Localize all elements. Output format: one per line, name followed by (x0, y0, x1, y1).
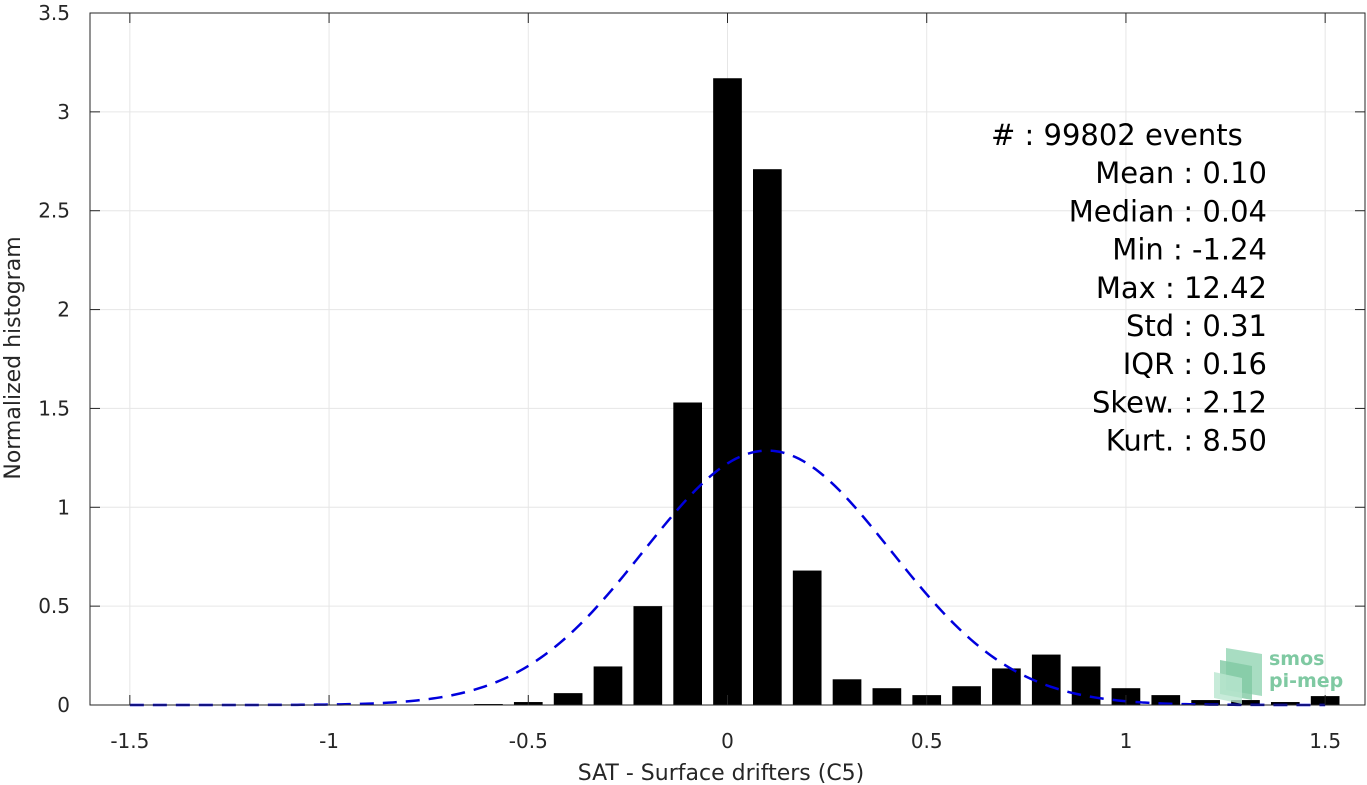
stat-line: Median : 0.04 (1069, 194, 1267, 228)
y-tick-labels: 0 0.5 1 1.5 2 2.5 3 3.5 (38, 1, 70, 717)
y-tick-label: 2 (57, 298, 70, 322)
stat-line: IQR : 0.16 (1123, 347, 1267, 381)
histogram-bar (792, 570, 822, 705)
y-tick-label: 0.5 (38, 594, 70, 618)
stat-line: Mean : 0.10 (1095, 156, 1267, 190)
histogram-bar (1031, 654, 1061, 705)
histogram-bar (633, 606, 663, 705)
logo-text-pi-mep: pi-mep (1269, 670, 1343, 692)
smos-pi-mep-logo: smos pi-mep (1214, 648, 1343, 704)
x-axis-label: SAT - Surface drifters (C5) (578, 761, 865, 785)
y-axis-label: Normalized histogram (1, 236, 26, 479)
axis-ticks (90, 12, 1365, 706)
x-tick-label: -1.5 (110, 729, 149, 753)
y-tick-label: 2.5 (38, 199, 70, 223)
stat-line: Skew. : 2.12 (1092, 385, 1267, 419)
y-tick-label: 1 (57, 495, 70, 519)
histogram-bar (753, 169, 782, 706)
histogram-bar (872, 688, 902, 705)
y-tick-label: 3.5 (38, 1, 70, 25)
histogram-bar (553, 693, 583, 705)
histogram-bar (832, 679, 862, 705)
x-tick-label: -1 (319, 729, 339, 753)
histogram-bar (673, 402, 702, 705)
x-tick-label: -0.5 (509, 729, 548, 753)
histogram-bar (1151, 695, 1181, 705)
stat-line: Kurt. : 8.50 (1106, 424, 1267, 458)
x-tick-label: 0.5 (911, 729, 943, 753)
histogram-bar (1071, 666, 1101, 705)
statistics-annotation: # : 99802 events Mean : 0.10 Median : 0.04… (991, 118, 1267, 458)
histogram-bar (992, 668, 1021, 705)
y-tick-label: 3 (57, 100, 70, 124)
y-tick-label: 1.5 (38, 396, 70, 420)
x-tick-label: 0 (721, 729, 734, 753)
stat-line: Max : 12.42 (1096, 271, 1267, 305)
histogram-bar (1231, 700, 1260, 705)
x-tick-label: 1.5 (1309, 729, 1341, 753)
x-tick-label: 1 (1120, 729, 1133, 753)
y-tick-label: 0 (57, 693, 70, 717)
stat-line: Std : 0.31 (1126, 309, 1267, 343)
histogram-bar (1270, 702, 1300, 705)
logo-graphic-icon (1214, 648, 1262, 704)
histogram-bar (713, 78, 742, 705)
x-tick-labels: -1.5 -1 -0.5 0 0.5 1 1.5 (110, 729, 1341, 753)
histogram-bar (1191, 700, 1220, 705)
logo-text-smos: smos (1269, 648, 1324, 670)
stat-line-events: # : 99802 events (991, 118, 1243, 152)
histogram-bar (952, 686, 981, 705)
stat-line: Min : -1.24 (1112, 233, 1267, 267)
histogram-bar (593, 666, 623, 705)
